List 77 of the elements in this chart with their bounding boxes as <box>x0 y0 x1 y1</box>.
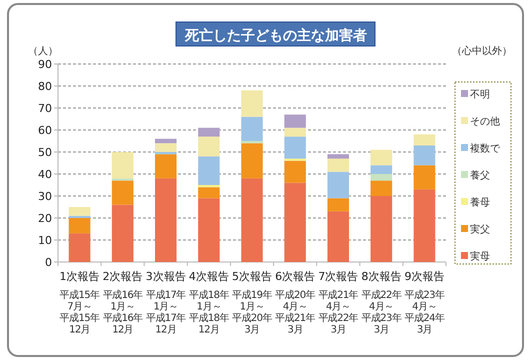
y-tick-label: 20 <box>38 212 52 225</box>
bar <box>284 136 306 159</box>
legend-label: 実父 <box>470 224 490 236</box>
bar <box>68 233 90 262</box>
bar <box>414 134 436 146</box>
bar <box>327 211 349 262</box>
y-tick-label: 30 <box>38 190 52 203</box>
x-tick-label: 3次報告 <box>146 270 186 283</box>
bar <box>327 198 349 212</box>
bar <box>370 174 392 181</box>
bar <box>284 128 306 137</box>
bar <box>155 143 177 152</box>
bar <box>112 152 134 178</box>
bar <box>241 90 263 117</box>
text: 平成17年1月～平成17年12月 <box>146 289 186 336</box>
text: 平成19年1月～平成20年3月 <box>232 289 272 336</box>
text: 平成23年4月～平成24年3月 <box>404 289 445 336</box>
bar <box>155 138 177 144</box>
bar <box>241 178 263 262</box>
bar <box>414 165 436 190</box>
bar <box>68 207 90 216</box>
y-tick-label: 80 <box>38 80 52 93</box>
x-tick-label: 6次報告 <box>275 270 316 283</box>
x-tick-label: 4次報告 <box>188 270 229 283</box>
text: 平成18年1月～平成18年12月 <box>189 289 230 336</box>
bar <box>327 158 349 172</box>
x-tick-label: 7次報告 <box>318 270 358 283</box>
y-tick-label: 70 <box>38 102 52 115</box>
text: 平成15年7月～平成15年12月 <box>60 289 100 336</box>
legend-label: 実母 <box>470 250 490 262</box>
bar <box>284 182 306 262</box>
y-tick-label: 90 <box>38 58 52 71</box>
y-tick-label: 50 <box>38 146 52 159</box>
x-tick-label: 9次報告 <box>404 270 444 283</box>
bar <box>198 156 220 185</box>
bar <box>198 198 220 262</box>
x-tick-label: 8次報告 <box>361 270 402 283</box>
bar <box>327 154 349 159</box>
y-tick-label: 10 <box>38 234 52 247</box>
text: 平成21年4月～平成22年3月 <box>318 289 359 336</box>
legend-label: 複数で <box>470 142 501 154</box>
bar <box>284 114 306 128</box>
chart-title: 死亡した子どもの主な加害者 <box>184 27 367 44</box>
bar <box>327 172 349 198</box>
bar <box>155 154 177 178</box>
bar <box>370 196 392 262</box>
text: 平成16年1月～平成16年12月 <box>102 289 144 336</box>
legend-label: 養母 <box>470 196 490 208</box>
bar <box>370 165 392 174</box>
text: （心中以外） <box>452 45 512 57</box>
bar <box>155 178 177 262</box>
x-tick-label: 5次報告 <box>232 270 272 283</box>
y-tick-label: 60 <box>38 124 52 137</box>
text: 平成20年4月～平成21年3月 <box>275 289 316 336</box>
bar <box>370 180 392 196</box>
bar <box>198 187 220 198</box>
bar <box>112 204 134 262</box>
bar <box>284 160 306 183</box>
x-tick-label: 2次報告 <box>102 270 143 283</box>
text: 平成22年4月～平成23年3月 <box>361 289 402 336</box>
bar <box>414 189 436 262</box>
bar <box>241 116 263 141</box>
y-tick-label: 40 <box>38 168 52 181</box>
bar <box>68 218 90 234</box>
bar <box>414 145 436 166</box>
x-tick-label: 1次報告 <box>60 270 100 283</box>
legend-label: 養父 <box>470 170 490 182</box>
bar <box>198 128 220 137</box>
bar <box>370 150 392 166</box>
bar <box>112 180 134 205</box>
y-tick-label: 0 <box>45 256 52 269</box>
legend-label: その他 <box>470 116 500 128</box>
bar <box>241 143 263 178</box>
bar <box>112 178 134 181</box>
bar <box>198 136 220 156</box>
legend-label: 不明 <box>470 90 490 100</box>
y-axis-title: （人） <box>28 46 58 57</box>
